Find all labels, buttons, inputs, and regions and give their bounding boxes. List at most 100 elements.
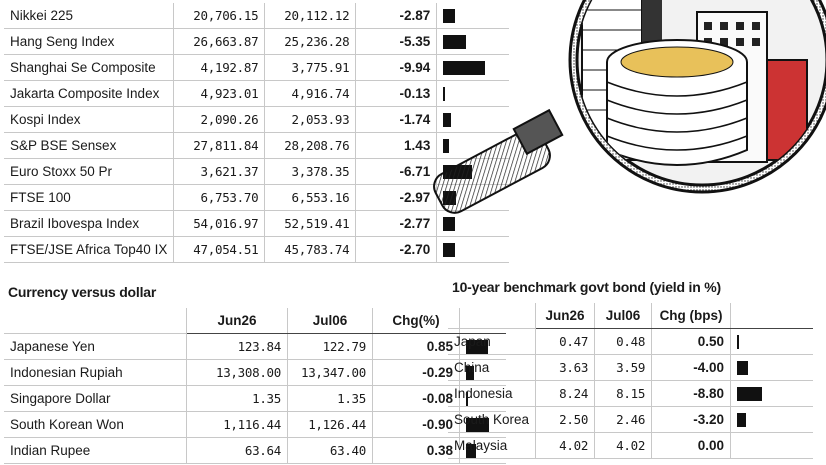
change-bar-cell <box>436 3 510 29</box>
currency-table: Jun26 Jul06 Chg(%) Japanese Yen 123.84 122.79… <box>4 308 506 464</box>
change-bar-cell <box>730 328 814 355</box>
currency-jun26-value: 1.35 <box>186 385 288 412</box>
table-row: Indonesian Rupiah 13,308.00 13,347.00 -0.29 <box>4 359 506 386</box>
bond-column-header <box>730 303 814 329</box>
bond-header-row: Jun26 Jul06 Chg (bps) <box>448 303 814 329</box>
currency-title: Currency versus dollar <box>8 284 157 300</box>
table-row: Singapore Dollar 1.35 1.35 -0.08 <box>4 385 506 412</box>
currency-name: Japanese Yen <box>4 333 187 360</box>
index-jun26-value: 26,663.87 <box>173 28 265 55</box>
change-bar-cell <box>436 80 510 107</box>
index-change-value: -2.97 <box>355 184 437 211</box>
index-name: S&P BSE Sensex <box>4 132 174 159</box>
index-jun26-value: 3,621.37 <box>173 158 265 185</box>
change-bar-cell <box>730 380 814 407</box>
bond-jul06-value: 3.59 <box>594 354 652 381</box>
index-change-value: 1.43 <box>355 132 437 159</box>
table-row: Nikkei 225 20,706.15 20,112.12 -2.87 <box>4 3 510 29</box>
index-name: FTSE/JSE Africa Top40 IX <box>4 236 174 263</box>
table-row: Indonesia 8.24 8.15 -8.80 <box>448 380 814 407</box>
change-bar <box>737 361 749 375</box>
change-bar <box>443 217 455 231</box>
currency-column-header <box>4 308 187 334</box>
index-jul06-value: 3,378.35 <box>264 158 356 185</box>
index-jul06-value: 2,053.93 <box>264 106 356 133</box>
currency-column-header: Jun26 <box>186 308 288 334</box>
index-jul06-value: 45,783.74 <box>264 236 356 263</box>
currency-column-header: Chg(%) <box>372 308 460 334</box>
index-change-value: -9.94 <box>355 54 437 81</box>
currency-change-value: -0.90 <box>372 411 460 438</box>
change-bar <box>443 61 486 75</box>
bond-column-header: Chg (bps) <box>651 303 731 329</box>
table-row: Kospi Index 2,090.26 2,053.93 -1.74 <box>4 106 510 133</box>
currency-jun26-value: 13,308.00 <box>186 359 288 386</box>
change-bar <box>443 87 446 101</box>
bond-jun26-value: 4.02 <box>535 432 595 459</box>
change-bar <box>443 139 450 153</box>
bond-name: Indonesia <box>448 380 536 407</box>
bond-jun26-value: 8.24 <box>535 380 595 407</box>
table-row: Japanese Yen 123.84 122.79 0.85 <box>4 333 506 360</box>
bond-table: Jun26 Jul06 Chg (bps) Japan 0.47 0.48 0.50 Chin… <box>448 303 814 459</box>
bond-jun26-value: 3.63 <box>535 354 595 381</box>
change-bar <box>737 335 740 349</box>
change-bar <box>443 113 451 127</box>
currency-jun26-value: 1,116.44 <box>186 411 288 438</box>
index-change-value: -5.35 <box>355 28 437 55</box>
currency-jul06-value: 13,347.00 <box>287 359 373 386</box>
currency-header-row: Jun26 Jul06 Chg(%) <box>4 308 506 334</box>
currency-name: South Korean Won <box>4 411 187 438</box>
bond-name: China <box>448 354 536 381</box>
table-row: Shanghai Se Composite 4,192.87 3,775.91 -9.… <box>4 54 510 81</box>
change-bar <box>737 387 762 401</box>
bond-name: Malaysia <box>448 432 536 459</box>
change-bar-cell <box>730 406 814 433</box>
currency-jul06-value: 1,126.44 <box>287 411 373 438</box>
bond-change-value: -4.00 <box>651 354 731 381</box>
bond-name: South Korea <box>448 406 536 433</box>
bond-change-value: 0.50 <box>651 328 731 355</box>
index-name: Brazil Ibovespa Index <box>4 210 174 237</box>
bond-jun26-value: 0.47 <box>535 328 595 355</box>
index-jul06-value: 20,112.12 <box>264 3 356 29</box>
index-jul06-value: 4,916.74 <box>264 80 356 107</box>
index-jun26-value: 6,753.70 <box>173 184 265 211</box>
table-row: South Korea 2.50 2.46 -3.20 <box>448 406 814 433</box>
index-name: Shanghai Se Composite <box>4 54 174 81</box>
bond-jul06-value: 0.48 <box>594 328 652 355</box>
index-name: Euro Stoxx 50 Pr <box>4 158 174 185</box>
index-change-value: -0.13 <box>355 80 437 107</box>
table-row: Hang Seng Index 26,663.87 25,236.28 -5.35 <box>4 28 510 55</box>
table-row: Indian Rupee 63.64 63.40 0.38 <box>4 437 506 464</box>
table-row: Jakarta Composite Index 4,923.01 4,916.74-… <box>4 80 510 107</box>
index-change-value: -6.71 <box>355 158 437 185</box>
bond-column-header: Jul06 <box>594 303 652 329</box>
change-bar-cell <box>730 432 814 459</box>
bond-change-value: -3.20 <box>651 406 731 433</box>
index-jun26-value: 47,054.51 <box>173 236 265 263</box>
index-name: Jakarta Composite Index <box>4 80 174 107</box>
currency-jul06-value: 63.40 <box>287 437 373 464</box>
magnifying-glass-city-icon <box>432 0 826 232</box>
index-name: Hang Seng Index <box>4 28 174 55</box>
currency-name: Singapore Dollar <box>4 385 187 412</box>
index-jul06-value: 3,775.91 <box>264 54 356 81</box>
change-bar <box>443 243 455 257</box>
currency-change-value: -0.08 <box>372 385 460 412</box>
bond-column-header: Jun26 <box>535 303 595 329</box>
currency-jun26-value: 63.64 <box>186 437 288 464</box>
change-bar-cell <box>436 210 510 237</box>
index-jun26-value: 27,811.84 <box>173 132 265 159</box>
table-row: China 3.63 3.59 -4.00 <box>448 354 814 381</box>
change-bar <box>443 35 466 49</box>
index-jun26-value: 4,192.87 <box>173 54 265 81</box>
change-bar-cell <box>436 236 510 263</box>
currency-jun26-value: 123.84 <box>186 333 288 360</box>
currency-change-value: -0.29 <box>372 359 460 386</box>
currency-jul06-value: 1.35 <box>287 385 373 412</box>
index-name: FTSE 100 <box>4 184 174 211</box>
change-bar-cell <box>436 28 510 55</box>
index-jun26-value: 4,923.01 <box>173 80 265 107</box>
index-change-value: -2.87 <box>355 3 437 29</box>
